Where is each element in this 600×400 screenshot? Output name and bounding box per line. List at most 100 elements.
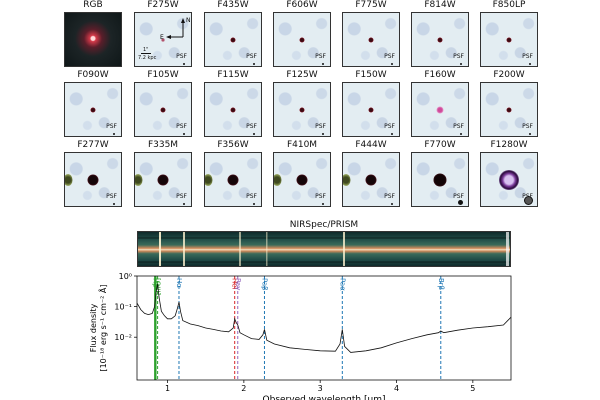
scale-line [141, 53, 151, 54]
x-axis-label: Observed wavelength [μm] [263, 395, 386, 400]
spectrum-series [136, 283, 512, 353]
cutout-image: PSF [411, 152, 469, 207]
filter-label: F770W [424, 140, 456, 150]
psf-marker [113, 203, 115, 205]
source [161, 37, 165, 42]
line-label: Brβ [437, 278, 445, 290]
y-tick-label: 10⁻² [114, 333, 132, 342]
psf-label: PSF [453, 53, 464, 60]
source [299, 37, 305, 42]
psf-marker [391, 203, 393, 205]
psf-marker [322, 203, 324, 205]
cutout-image: PSF [64, 82, 122, 137]
compass-north-label: N [186, 17, 191, 24]
psf-label: PSF [384, 193, 395, 200]
psf-marker [253, 203, 255, 205]
neighbor-source [274, 173, 282, 186]
psf-marker [183, 63, 185, 65]
neighbor-source [135, 173, 143, 186]
line-label: Hα [175, 278, 183, 288]
neighbor-source [205, 173, 213, 186]
y-axis-label-line1: Flux density [89, 303, 98, 352]
psf-label: PSF [246, 53, 257, 60]
scale-bar: 1" 7.2 kpc [138, 47, 156, 61]
source [368, 107, 374, 112]
filter-label: F335M [147, 140, 179, 150]
source [506, 107, 512, 112]
psf-marker [529, 63, 531, 65]
x-tick-label: 4 [394, 384, 399, 393]
source [227, 174, 239, 185]
cutout-image: PSF [134, 82, 192, 137]
cutout-image: PSF [273, 152, 331, 207]
cutout-image [64, 12, 122, 67]
line-label: HeI [231, 278, 239, 290]
source [437, 37, 443, 42]
source [506, 37, 512, 42]
psf-label: PSF [176, 53, 187, 60]
filter-label: F105W [147, 70, 179, 80]
psf-marker [253, 133, 255, 135]
filter-label: F850LP [492, 0, 526, 10]
psf-label: PSF [315, 123, 326, 130]
source [299, 107, 305, 112]
psf-label: PSF [246, 123, 257, 130]
y-tick-label: 10⁻¹ [114, 303, 132, 312]
line-label: Paγ [234, 278, 242, 290]
psf-label: PSF [384, 53, 395, 60]
y-axis-label-line2: [10⁻¹⁸ erg s⁻¹ cm⁻² Å] [97, 284, 108, 371]
psf-label: PSF [522, 123, 533, 130]
filter-label: F435W [217, 0, 249, 10]
source [230, 37, 236, 42]
psf-label: PSF [522, 53, 533, 60]
psf-marker [524, 196, 533, 205]
psf-marker [529, 133, 531, 135]
psf-label: PSF [453, 193, 464, 200]
psf-label: PSF [315, 53, 326, 60]
scale-angular: 1" [143, 47, 149, 53]
cutout-image: PSF [411, 12, 469, 67]
filter-label: F090W [77, 70, 109, 80]
filter-label: F277W [77, 140, 109, 150]
filter-label: F1280W [490, 140, 528, 150]
psf-marker [391, 63, 393, 65]
filter-label: F606W [286, 0, 318, 10]
psf-label: PSF [176, 123, 187, 130]
filter-label: F814W [424, 0, 456, 10]
filter-label: F150W [355, 70, 387, 80]
cutout-image: PSF [480, 82, 538, 137]
psf-marker [458, 200, 463, 205]
psf-marker [183, 203, 185, 205]
filter-label: F356W [217, 140, 249, 150]
filter-label: F160W [424, 70, 456, 80]
filter-label: F200W [493, 70, 525, 80]
line-label: Paβ [260, 278, 268, 291]
cutout-image: PSF [134, 152, 192, 207]
neighbor-source [65, 173, 73, 186]
cutout-image: PSF [342, 152, 400, 207]
psf-marker [322, 63, 324, 65]
source [365, 174, 377, 185]
compass-east-label: E [160, 34, 164, 41]
psf-marker [460, 63, 462, 65]
cutout-image: PSF [273, 82, 331, 137]
psf-label: PSF [315, 193, 326, 200]
x-tick-label: 5 [470, 384, 475, 393]
source [433, 173, 447, 186]
source [368, 37, 374, 42]
neighbor-source [343, 173, 351, 186]
filter-label: F775W [355, 0, 387, 10]
cutout-image: PSF [480, 152, 538, 207]
y-tick-label: 10⁰ [119, 272, 132, 281]
x-tick-label: 3 [318, 384, 323, 393]
psf-label: PSF [106, 123, 117, 130]
cutout-image: PSF [64, 152, 122, 207]
compass-icon: NE [160, 17, 191, 41]
cutout-image: PSF [411, 82, 469, 137]
source [160, 107, 166, 112]
psf-marker [460, 133, 462, 135]
filter-label: F125W [286, 70, 318, 80]
psf-label: PSF [384, 123, 395, 130]
psf-label: PSF [453, 123, 464, 130]
